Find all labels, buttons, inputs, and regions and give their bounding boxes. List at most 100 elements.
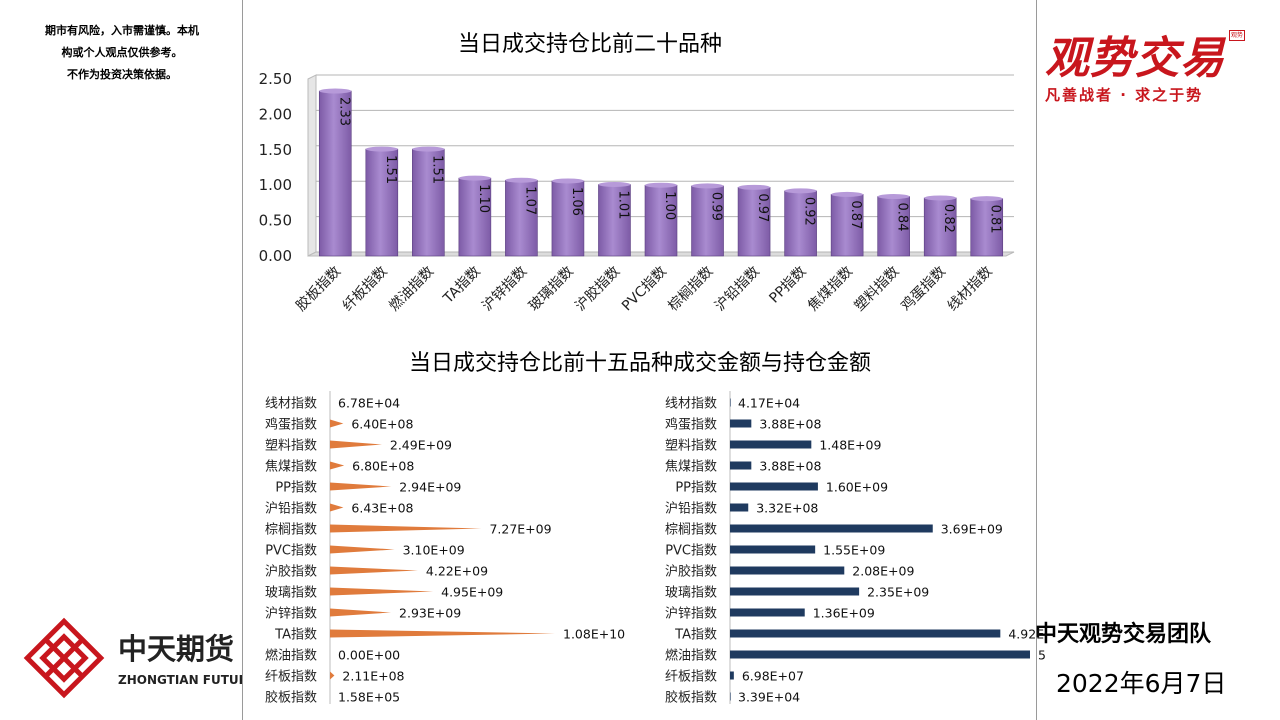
bar-value-label: 0.87 — [848, 200, 863, 229]
x-category-label: TA指数 — [440, 264, 484, 308]
row-category-label: 沪铅指数 — [665, 501, 717, 517]
bar-value-label: 1.08E+10 — [563, 627, 625, 642]
bar — [730, 650, 1030, 659]
y-tick-label: 2.00 — [259, 105, 292, 123]
bar-value-label: 3.39E+04 — [738, 690, 800, 705]
x-category-label: 棕榈指数 — [665, 264, 716, 315]
row-category-label: 沪铅指数 — [265, 501, 317, 517]
x-category-label: 塑料指数 — [852, 264, 903, 315]
bar-value-label: 6.80E+08 — [352, 459, 414, 474]
bar-value-label: 1.51 — [429, 155, 444, 184]
bar-value-label: 0.97 — [755, 193, 770, 222]
bar-value-label: 4.22E+09 — [426, 564, 488, 579]
bar — [644, 184, 678, 257]
bar — [970, 198, 1004, 257]
bar-value-label: 1.00 — [662, 191, 677, 220]
report-date: 2022年6月7日 — [1056, 669, 1227, 698]
cone-bar — [330, 503, 344, 512]
bar-cap — [551, 178, 584, 184]
x-category-label: PVC指数 — [619, 264, 670, 315]
bar-cap — [738, 184, 771, 190]
row-category-label: 棕榈指数 — [665, 523, 717, 538]
bar-value-label: 2.94E+09 — [399, 480, 461, 495]
row-category-label: 线材指数 — [665, 397, 717, 412]
bar-cap — [877, 194, 910, 200]
bar-value-label: 2.93E+09 — [399, 606, 461, 621]
bar — [784, 190, 817, 257]
bar-cap — [691, 183, 724, 189]
company-name-cn: 中天期货 — [118, 632, 234, 666]
bar-cap — [970, 196, 1003, 202]
trade-amount-chart: 线材指数 6.78E+04 鸡蛋指数 6.40E+08 塑料指数 2.49E+09 焦煤指数… — [265, 391, 625, 704]
row-category-label: PVC指数 — [665, 544, 717, 559]
position-amount-chart: 线材指数 4.17E+04 鸡蛋指数 3.88E+08 塑料指数 1.48E+09 焦煤指数… — [665, 391, 1046, 705]
bar-cap — [831, 191, 864, 197]
bar-value-label: 3.88E+08 — [759, 417, 821, 432]
bar — [691, 185, 724, 257]
cone-bar — [330, 566, 418, 575]
bar-value-label: 1.60E+09 — [826, 480, 888, 495]
bar-value-label: 5.46E+09 — [1038, 648, 1046, 663]
bar-value-label: 0.82 — [941, 204, 956, 233]
row-category-label: 玻璃指数 — [265, 586, 317, 601]
row-category-label: TA指数 — [274, 628, 317, 643]
cone-bar — [330, 461, 345, 470]
bar-chart-title: 当日成交持仓比前二十品种 — [457, 32, 722, 57]
bar-cap — [319, 88, 352, 94]
chart-wall — [307, 74, 317, 257]
row-category-label: PVC指数 — [265, 544, 317, 559]
cone-bar — [330, 545, 395, 554]
bar — [412, 148, 445, 257]
company-emblem-icon — [23, 617, 105, 699]
row-category-label: PP指数 — [675, 481, 717, 496]
bar-value-label: 0.99 — [709, 192, 724, 221]
bar-cap — [645, 182, 677, 188]
bar — [730, 461, 752, 470]
bar-value-label: 2.08E+09 — [852, 564, 914, 579]
bar-cap — [458, 175, 491, 181]
row-category-label: 塑料指数 — [265, 439, 317, 454]
team-name: 中天观势交易团队 — [1035, 622, 1212, 647]
bar — [730, 692, 731, 701]
disclaimer-line-2: 构或个人观点仅供参考。 — [61, 46, 183, 59]
bar-value-label: 3.32E+08 — [756, 501, 818, 516]
bar-cap — [924, 195, 957, 201]
row-category-label: 焦煤指数 — [665, 460, 717, 475]
bar — [598, 184, 631, 257]
brand-seal-icon: 观势 — [1229, 30, 1245, 41]
bar-value-label: 0.84 — [895, 203, 910, 232]
bar — [737, 187, 771, 257]
x-category-label: 玻璃指数 — [525, 263, 577, 315]
ratio-bar-chart: 0.00 0.50 1.00 1.50 2.00 2.50 2.33 胶板指数 1.51 纤板指数… — [259, 70, 1015, 315]
bar — [730, 608, 805, 617]
bar — [730, 587, 860, 596]
bar-value-label: 0.81 — [988, 205, 1003, 234]
x-category-label: 鸡蛋指数 — [897, 263, 949, 315]
amount-chart-title: 当日成交持仓比前十五品种成交金额与持仓金额 — [408, 351, 871, 376]
bar-cap — [365, 146, 398, 152]
row-category-label: 棕榈指数 — [265, 523, 317, 538]
bar — [730, 398, 731, 407]
cone-bar — [330, 608, 392, 617]
bar-value-label: 0.00E+00 — [338, 648, 400, 663]
y-tick-label: 1.00 — [259, 176, 292, 194]
company-logo: 中天期货 ZHONGTIAN FUTURES — [22, 612, 265, 712]
row-category-label: 沪胶指数 — [665, 564, 717, 580]
bar-value-label: 1.07 — [522, 186, 537, 215]
company-name-en: ZHONGTIAN FUTURES — [118, 673, 242, 687]
brand-name: 观势交易 — [1045, 33, 1225, 84]
row-category-label: 燃油指数 — [265, 648, 317, 664]
disclaimer: 期市有风险，入市需谨慎。本机 构或个人观点仅供参考。 不作为投资决策依据。 — [22, 20, 222, 86]
row-category-label: 玻璃指数 — [665, 586, 717, 601]
bar-value-label: 3.69E+09 — [941, 522, 1003, 537]
brand-logo: 观势交易 观势 凡善战者 · 求之于势 — [1045, 22, 1245, 105]
bar — [730, 671, 734, 680]
cone-bar — [330, 671, 335, 680]
row-category-label: TA指数 — [674, 628, 717, 643]
bar-value-label: 1.01 — [615, 190, 630, 219]
right-divider — [1036, 0, 1037, 720]
bar-value-label: 2.11E+08 — [342, 669, 404, 684]
row-category-label: 线材指数 — [265, 397, 317, 412]
bar-value-label: 2.33 — [336, 97, 351, 126]
bar — [318, 90, 352, 257]
